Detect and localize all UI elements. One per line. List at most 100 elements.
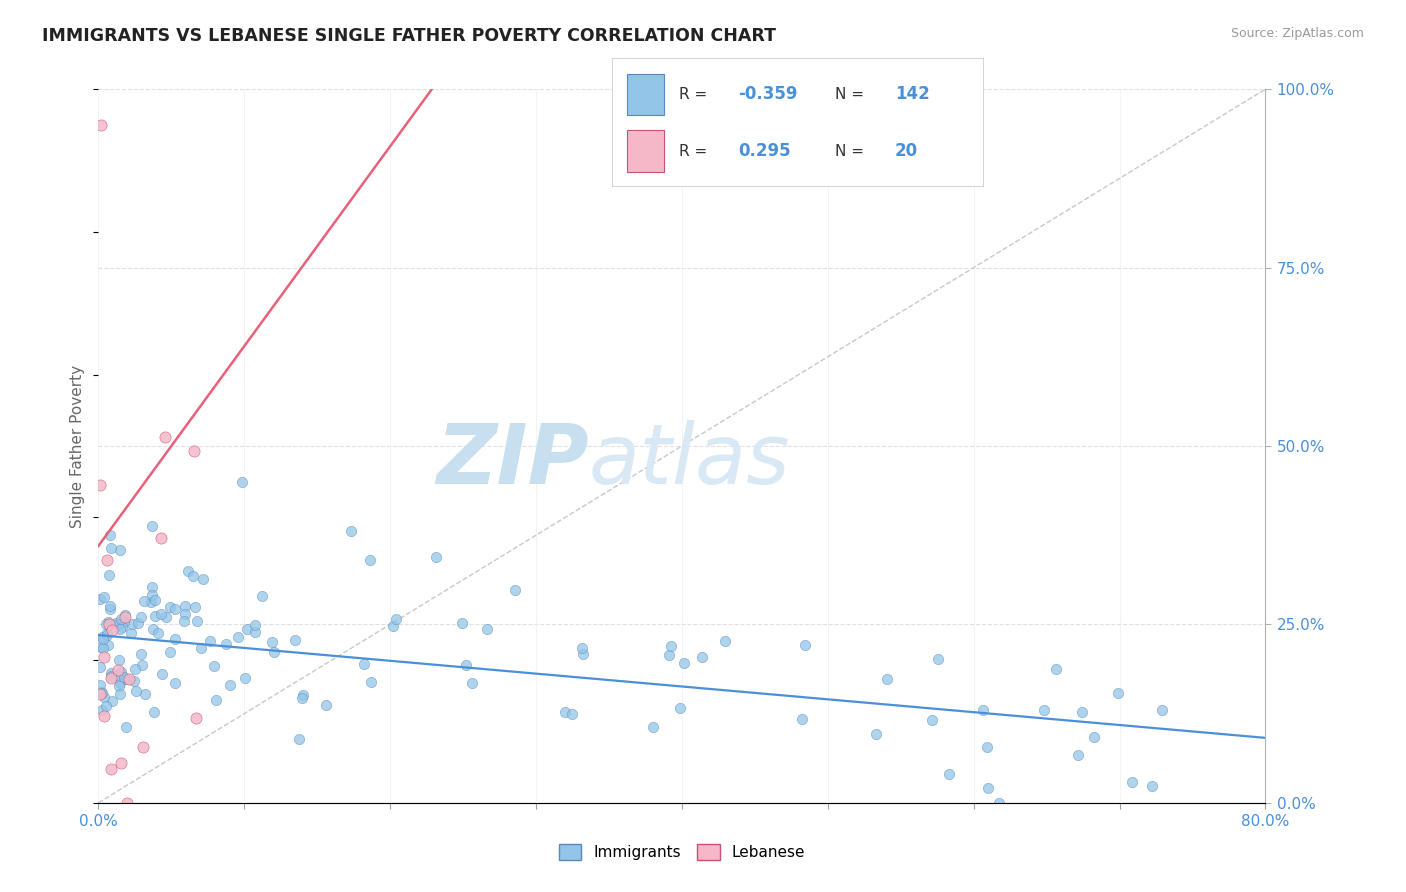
Point [90, 640, 112, 654]
Text: Source: ZipAtlas.com: Source: ZipAtlas.com [1230, 27, 1364, 40]
Point [972, 703, 994, 717]
Point [561, 706, 583, 721]
Point [1107, 686, 1129, 700]
Point [114, 719, 136, 733]
Point [461, 676, 484, 690]
Point [987, 796, 1010, 810]
Point [150, 607, 173, 621]
Point [218, 678, 240, 692]
Point [90, 630, 112, 644]
Point [177, 564, 200, 578]
Point [1142, 780, 1164, 794]
Point [93, 690, 115, 704]
Y-axis label: Single Father Poverty: Single Father Poverty [70, 365, 86, 527]
Point [112, 615, 135, 629]
Point [89, 687, 111, 701]
Point [669, 701, 692, 715]
Point [1033, 703, 1056, 717]
Point [215, 637, 238, 651]
Point [233, 671, 256, 685]
Point [425, 550, 447, 565]
Point [98, 527, 121, 541]
Point [141, 518, 163, 533]
Point [100, 671, 122, 685]
Point [118, 672, 141, 686]
Text: R =: R = [679, 144, 707, 159]
Point [174, 599, 197, 614]
Text: -0.359: -0.359 [738, 86, 797, 103]
Point [643, 721, 665, 735]
Point [159, 645, 181, 659]
Point [104, 615, 127, 630]
Bar [627, 130, 664, 172]
Point [100, 763, 122, 777]
Point [110, 612, 132, 626]
Point [94, 698, 117, 713]
Legend: Immigrants, Lebanese: Immigrants, Lebanese [553, 838, 811, 866]
Point [91, 632, 114, 646]
Point [89, 678, 111, 692]
Point [129, 610, 152, 624]
Point [198, 634, 221, 648]
Point [91, 640, 114, 655]
Point [125, 684, 148, 698]
Point [100, 541, 122, 556]
Point [142, 705, 165, 719]
Point [690, 649, 713, 664]
Point [134, 688, 156, 702]
Point [184, 600, 207, 615]
Point [101, 624, 124, 638]
Point [98, 568, 121, 582]
Point [97, 617, 120, 632]
Point [938, 767, 960, 781]
Point [315, 698, 337, 713]
Point [231, 475, 253, 489]
Point [927, 652, 949, 666]
Point [93, 650, 115, 665]
Point [90, 118, 112, 132]
Point [127, 615, 149, 630]
Text: N =: N = [835, 144, 865, 159]
Point [876, 672, 898, 686]
Point [243, 625, 266, 640]
Point [173, 607, 195, 621]
Text: IMMIGRANTS VS LEBANESE SINGLE FATHER POVERTY CORRELATION CHART: IMMIGRANTS VS LEBANESE SINGLE FATHER POV… [42, 27, 776, 45]
Point [100, 669, 122, 683]
Point [673, 656, 696, 670]
Point [114, 610, 136, 624]
Point [108, 687, 131, 701]
Point [97, 638, 120, 652]
Point [204, 659, 226, 673]
Point [451, 615, 474, 630]
Point [382, 619, 405, 633]
Point [204, 692, 226, 706]
Point [260, 635, 283, 649]
Point [115, 796, 138, 810]
Point [183, 444, 205, 458]
Text: ZIP: ZIP [436, 420, 589, 500]
Point [250, 589, 273, 603]
Point [100, 665, 122, 680]
Point [122, 673, 145, 688]
Point [284, 633, 307, 648]
Point [145, 593, 167, 607]
Point [191, 572, 214, 586]
Point [291, 688, 314, 702]
Point [359, 552, 381, 566]
Point [89, 477, 111, 491]
Point [142, 623, 165, 637]
Point [658, 648, 681, 662]
Point [111, 620, 134, 634]
Point [571, 641, 593, 656]
Point [89, 591, 111, 606]
Point [149, 531, 172, 545]
Point [115, 672, 138, 686]
Point [790, 712, 813, 726]
Point [110, 756, 132, 771]
Point [1045, 662, 1067, 676]
Point [132, 739, 155, 754]
Point [572, 647, 595, 661]
Point [91, 686, 114, 700]
Point [661, 639, 683, 653]
Point [190, 640, 212, 655]
